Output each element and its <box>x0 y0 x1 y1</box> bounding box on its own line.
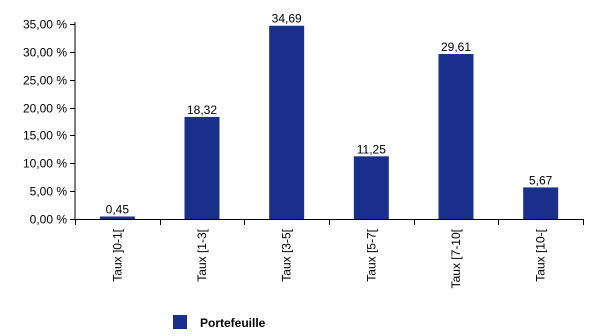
x-tick-label: Taux [7-10[ <box>449 228 463 288</box>
bars <box>99 25 559 219</box>
x-tick-label: Taux ]0-1[ <box>110 228 124 281</box>
value-labels: 0,45 18,32 34,69 11,25 29,61 5,67 <box>106 12 553 217</box>
data-label: 0,45 <box>106 202 130 216</box>
y-tick-label: 0,00 % <box>30 213 68 227</box>
y-tick-label: 25,00 % <box>23 74 67 88</box>
x-axis: Taux ]0-1[ Taux [1-3[ Taux [3-5[ Taux [5-7[… <box>75 219 584 288</box>
x-tick-label: Taux [3-5[ <box>280 228 294 281</box>
bar <box>269 25 305 219</box>
bar <box>353 156 389 219</box>
y-tick-label: 5,00 % <box>30 185 68 199</box>
data-label: 34,69 <box>272 12 302 26</box>
data-label: 11,25 <box>357 142 386 156</box>
data-label: 18,32 <box>187 103 217 117</box>
y-tick-label: 30,00 % <box>23 46 67 60</box>
legend-label: Portefeuille <box>200 316 266 330</box>
bar <box>523 187 559 219</box>
x-tick-label: Taux [5-7[ <box>364 228 378 281</box>
legend: Portefeuille <box>173 315 266 330</box>
legend-swatch <box>173 315 187 329</box>
x-tick-label: Taux [10-[ <box>534 228 548 281</box>
y-tick-label: 10,00 % <box>23 157 67 171</box>
data-label: 29,61 <box>441 40 471 54</box>
data-label: 5,67 <box>529 173 553 187</box>
y-tick-label: 20,00 % <box>23 102 67 116</box>
bar <box>438 54 474 219</box>
y-axis: 0,00 % 5,00 % 10,00 % 15,00 % 20,00 % 25,00 %… <box>23 18 76 227</box>
y-tick-label: 15,00 % <box>23 129 67 143</box>
bar <box>99 216 135 219</box>
bar <box>184 116 220 219</box>
x-tick-label: Taux [1-3[ <box>195 228 209 281</box>
y-tick-label: 35,00 % <box>23 18 67 32</box>
